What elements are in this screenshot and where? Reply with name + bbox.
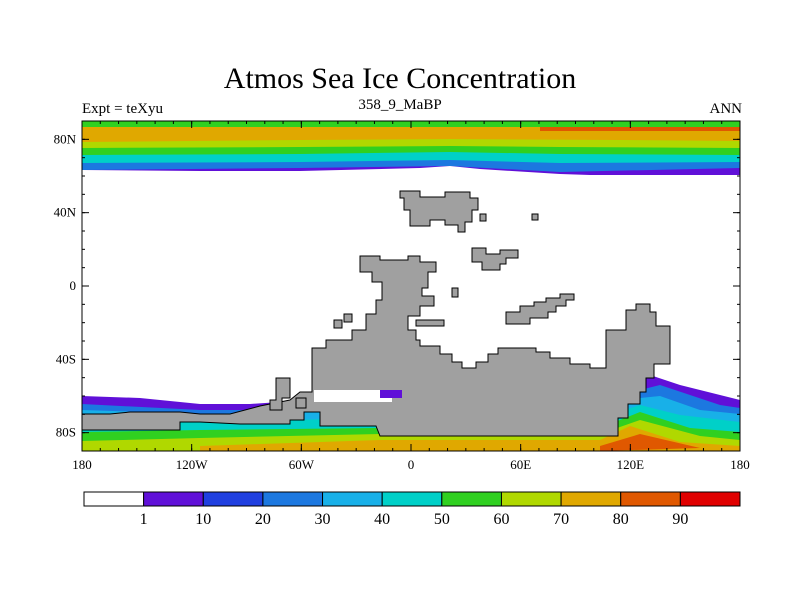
colorbar-label: 30: [315, 511, 331, 528]
colorbar-swatch: [560, 491, 622, 507]
colorbar-swatch: [322, 491, 383, 507]
x-tick-label: 120W: [176, 457, 209, 472]
land-islet: [333, 319, 343, 329]
colorbar-swatch: [620, 491, 681, 507]
colorbar-label: 90: [672, 511, 688, 528]
land-islet: [343, 313, 353, 323]
x-tick-label: 0: [408, 457, 415, 472]
colorbar-swatch: [143, 491, 204, 507]
colorbar-swatch: [262, 491, 324, 507]
x-tick-label: 60E: [510, 457, 531, 472]
colorbar-label: 20: [255, 511, 271, 528]
arctic-sea-ice: [82, 121, 740, 180]
land-islet: [451, 287, 459, 298]
colorbar-swatch: [441, 491, 502, 507]
colorbar-label: 80: [613, 511, 629, 528]
y-tick-label: 80S: [56, 425, 76, 440]
land-islet: [479, 213, 487, 222]
colorbar-swatch: [202, 491, 264, 507]
land-south-west-spur: [269, 377, 291, 411]
experiment-label: Expt = teXyu: [82, 101, 163, 117]
period-label: 358_9_MaBP: [358, 97, 442, 113]
land-supercontinent: [82, 255, 671, 437]
map-title: Atmos Sea Ice Concentration: [223, 62, 577, 95]
land-north-block: [399, 190, 479, 233]
x-tick-label: 180: [72, 457, 92, 472]
colorbar-label: 70: [553, 511, 569, 528]
colorbar-swatch: [381, 491, 443, 507]
y-tick-label: 40S: [56, 351, 76, 366]
y-tick-label: 80N: [54, 131, 77, 146]
land-islet: [531, 213, 539, 221]
colorbar-label: 10: [195, 511, 211, 528]
colorbar-swatch: [500, 491, 562, 507]
land-equatorial-island: [471, 247, 519, 271]
land-masses: [82, 190, 671, 437]
land-west-islet: [415, 319, 445, 327]
y-tick-label: 0: [70, 278, 77, 293]
x-tick-label: 120E: [617, 457, 645, 472]
season-label: ANN: [709, 101, 743, 117]
colorbar: 1 10 20 30 40 50 60 70 80 90: [83, 491, 741, 528]
x-tick-label: 60W: [289, 457, 315, 472]
y-tick-label: 40N: [54, 205, 77, 220]
map-ticks: 180 120W 60W 0 60E 120E 180 80N 40N 0 40S 80S: [54, 120, 750, 472]
colorbar-label: 1: [140, 511, 148, 528]
x-tick-label: 180: [730, 457, 750, 472]
colorbar-label: 40: [374, 511, 390, 528]
colorbar-swatch: [83, 491, 145, 507]
land-islet: [295, 397, 307, 409]
colorbar-swatch: [679, 491, 741, 507]
land-east-arc: [505, 293, 575, 325]
colorbar-label: 60: [493, 511, 509, 528]
colorbar-label: 50: [434, 511, 450, 528]
